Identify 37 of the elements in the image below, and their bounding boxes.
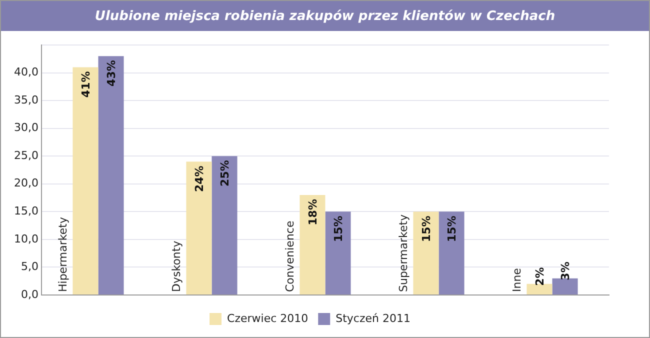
bar bbox=[413, 212, 439, 294]
data-label: 24% bbox=[192, 166, 206, 192]
x-tick-label: Convenience bbox=[284, 220, 297, 292]
bar bbox=[98, 56, 124, 294]
data-label: 41% bbox=[79, 71, 92, 98]
y-tick-label: 40,0 bbox=[14, 66, 38, 79]
x-tick-label: Dyskonty bbox=[170, 240, 184, 292]
y-tick-label: 15,0 bbox=[14, 204, 38, 218]
data-label: 43% bbox=[104, 60, 118, 86]
y-tick-label: 10,0 bbox=[14, 232, 38, 246]
data-label: 18% bbox=[306, 199, 320, 226]
data-label: 15% bbox=[445, 216, 458, 242]
bar bbox=[186, 162, 212, 294]
y-tick-label: 0,0 bbox=[20, 288, 38, 301]
data-label: 15% bbox=[332, 216, 345, 242]
y-tick-label: 25,0 bbox=[14, 148, 38, 162]
bar bbox=[438, 212, 464, 294]
chart-title: Ulubione miejsca robienia zakupów przez klientów w Czechach bbox=[1, 1, 649, 31]
bar bbox=[72, 67, 98, 294]
bar bbox=[552, 278, 578, 294]
bar bbox=[325, 212, 351, 294]
x-tick-label: Inne bbox=[510, 268, 524, 292]
x-tick-label: Supermarkety bbox=[397, 214, 410, 292]
y-tick-label: 20,0 bbox=[14, 176, 38, 190]
y-tick-label: 35,0 bbox=[14, 93, 38, 106]
data-label: 3% bbox=[558, 262, 572, 280]
bar bbox=[300, 195, 326, 294]
data-label: 25% bbox=[218, 160, 232, 186]
data-label: 15% bbox=[420, 216, 433, 242]
y-tick-label: 5,0 bbox=[20, 260, 38, 274]
data-label: 2% bbox=[533, 267, 546, 286]
legend-label: Styczeń 2011 bbox=[336, 312, 410, 325]
legend-label: Czerwiec 2010 bbox=[227, 312, 308, 325]
bar bbox=[212, 156, 238, 294]
y-tick-label: 30,0 bbox=[14, 121, 38, 134]
bar bbox=[526, 284, 552, 294]
x-tick-label: Hipermarkety bbox=[56, 216, 70, 292]
